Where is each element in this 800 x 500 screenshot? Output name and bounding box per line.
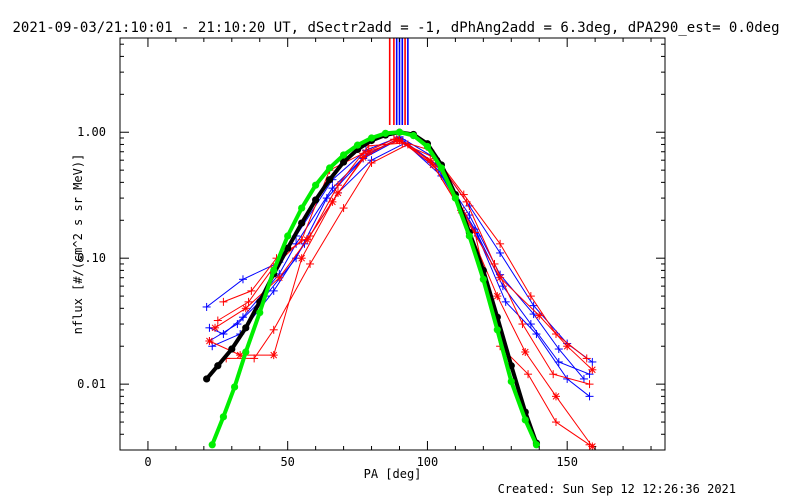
data-point — [334, 189, 342, 197]
data-point — [275, 274, 283, 282]
data-point — [270, 351, 278, 359]
created-timestamp: Created: Sun Sep 12 12:26:36 2021 — [498, 482, 736, 496]
y-tick-label: 1.00 — [77, 125, 106, 139]
data-point — [242, 304, 250, 312]
data-point — [535, 312, 543, 319]
x-axis-label: PA [deg] — [364, 467, 422, 481]
data-point — [588, 443, 596, 450]
vertical-marker-group — [388, 38, 409, 125]
data-point — [236, 351, 244, 359]
chart-title: 2021-09-03/21:10:01 - 21:10:20 UT, dSect… — [12, 20, 779, 36]
x-tick-label: 50 — [280, 455, 294, 469]
y-axis-label: nflux [#/(cm^2 s sr MeV)] — [71, 154, 85, 335]
x-tick-label: 0 — [144, 455, 151, 469]
data-point — [211, 324, 219, 332]
y-tick-label: 0.10 — [77, 251, 106, 265]
data-point — [521, 348, 529, 356]
x-axis: 0 50 100 150 — [144, 38, 652, 469]
data-point — [563, 342, 571, 350]
data-point — [426, 156, 434, 164]
data-point — [552, 392, 560, 400]
series — [208, 128, 541, 449]
data-point — [493, 292, 501, 300]
data-point — [393, 135, 401, 143]
data-point — [429, 161, 437, 169]
y-axis: 0.01 0.10 1.00 — [77, 43, 665, 451]
x-tick-label: 150 — [556, 455, 578, 469]
series-group — [202, 128, 597, 451]
series — [211, 136, 597, 374]
plot-frame — [119, 37, 666, 451]
data-point — [303, 236, 311, 244]
data-point — [298, 254, 306, 262]
series-line — [210, 130, 539, 446]
series — [205, 135, 597, 451]
data-point — [359, 154, 367, 161]
data-point — [396, 137, 403, 144]
data-point — [206, 337, 213, 345]
x-tick-label: 100 — [417, 455, 439, 469]
data-point — [588, 366, 596, 374]
y-tick-label: 0.01 — [77, 377, 106, 391]
data-point — [496, 274, 504, 282]
data-point — [365, 148, 373, 156]
